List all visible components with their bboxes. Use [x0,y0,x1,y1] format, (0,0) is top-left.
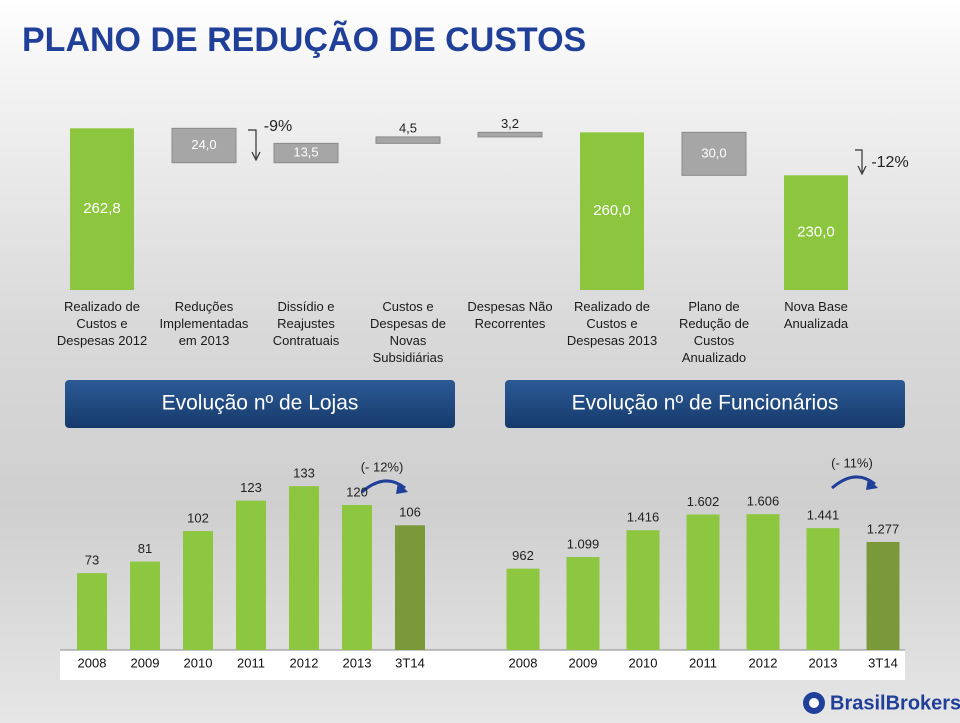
bar [77,573,107,650]
x-tick-label: 3T14 [395,655,425,670]
value-label: 3,2 [501,116,519,131]
value-label: 1.277 [867,521,900,536]
logo-icon [809,698,819,708]
x-tick-label: 2009 [569,655,598,670]
x-tick-label: 3T14 [868,655,898,670]
banner [505,380,905,428]
total-bar [70,128,134,290]
x-tick-label: 2012 [749,655,778,670]
value-label: 24,0 [191,137,216,152]
bar [686,514,720,650]
value-label: 1.099 [567,536,600,551]
value-label: 120 [346,484,368,499]
arrow [857,165,867,176]
step-bar [681,131,747,176]
x-tick-label: 2013 [343,655,372,670]
annotation: -9% [264,118,292,135]
chart-title: Evolução nº de Lojas [162,392,359,415]
value-label: 123 [240,480,262,495]
banner [65,380,455,428]
value-label: 106 [399,505,421,520]
bar [130,561,160,650]
value-label: 1.606 [747,494,780,509]
trend-arrow [866,478,878,490]
slide-title: PLANO DE REDUÇÃO DE CUSTOS [22,21,586,59]
value-label: 13,5 [293,144,318,159]
bar [506,568,540,650]
value-label: 102 [187,511,209,526]
x-tick-label: 2008 [78,655,107,670]
value-label: 1.602 [687,494,720,509]
annotation: -12% [871,154,908,171]
total-bar [580,132,644,290]
x-tick-label: 2009 [131,655,160,670]
bar [806,528,840,650]
arrow [248,129,257,158]
x-tick-label: 2008 [509,655,538,670]
annotation: (- 12%) [361,459,404,474]
total-bar [784,175,848,290]
x-tick-label: 2010 [629,655,658,670]
x-tick-label: 2013 [809,655,838,670]
value-label: 262,8 [83,200,121,217]
x-tick-label: 2010 [184,655,213,670]
value-label: 4,5 [399,120,417,135]
annotation: (- 11%) [831,455,873,470]
value-label: 81 [138,541,152,556]
value-label: 1.416 [627,510,660,525]
value-label: 133 [293,466,315,481]
value-label: 962 [512,548,534,563]
value-label: 1.441 [807,508,840,523]
bar [746,514,780,650]
value-label: 30,0 [701,145,726,160]
value-label: 260,0 [593,202,631,219]
bar [183,531,213,650]
bar [342,505,372,650]
step-bar [375,136,441,144]
bar [395,525,425,650]
bar [236,500,266,650]
bar [566,557,600,650]
bar [289,486,319,650]
x-tick-label: 2011 [689,655,717,670]
arrow [251,151,261,162]
trend-arrow [396,482,408,494]
value-label: 230,0 [797,224,835,241]
bar [626,530,660,650]
x-tick-label: 2012 [290,655,319,670]
arrow [855,149,863,172]
step-bar [171,127,237,164]
chart-title: Evolução nº de Funcionários [572,392,839,415]
axis-strip [60,650,905,680]
step-bar [477,131,543,138]
logo: BrasilBrokers [830,692,960,714]
step-bar [273,142,339,164]
bar [866,541,900,650]
value-label: 73 [85,553,99,568]
x-tick-label: 2011 [237,655,265,670]
